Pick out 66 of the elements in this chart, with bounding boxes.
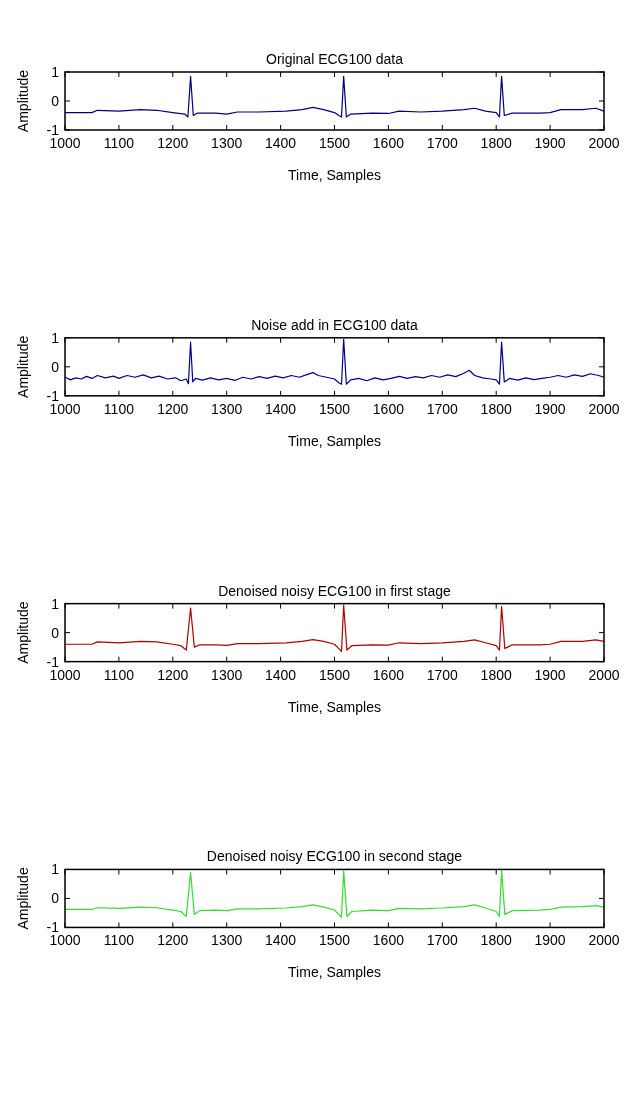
y-axis-title: Amplitude (15, 601, 31, 664)
x-tick-label: 1000 (49, 135, 81, 151)
x-axis-title: Time, Samples (288, 167, 381, 183)
x-tick-label: 1500 (318, 932, 351, 949)
x-tick-label: 1200 (157, 400, 189, 417)
y-tick-label: -1 (46, 122, 60, 138)
x-tick-label: 1300 (211, 666, 243, 683)
x-tick-label: 1900 (534, 666, 566, 683)
x-tick-label: 1600 (372, 135, 405, 151)
x-tick-label: 1900 (534, 932, 566, 949)
line-series (64, 870, 605, 918)
x-tick-label: 2000 (588, 666, 620, 683)
x-tick-label: 1400 (265, 932, 297, 949)
x-tick-label: 1500 (318, 666, 351, 683)
y-tick-label: 0 (51, 624, 60, 641)
y-tick-label: 0 (51, 358, 60, 375)
x-tick-label: 1600 (372, 400, 405, 417)
y-tick-label: 1 (51, 861, 60, 878)
y-tick-label: 0 (51, 93, 60, 109)
x-tick-label: 1200 (157, 135, 189, 151)
x-tick-label: 1800 (480, 400, 512, 417)
x-tick-label: 1600 (372, 932, 405, 949)
line-series (64, 338, 605, 385)
x-tick-label: 1400 (265, 400, 297, 417)
x-tick-label: 1300 (211, 400, 243, 417)
x-tick-label: 1700 (426, 135, 459, 151)
x-tick-label: 1100 (103, 400, 135, 417)
y-tick-label: 0 (51, 890, 60, 907)
x-tick-label: 1700 (426, 666, 459, 683)
chart-title: Noise add in ECG100 data (251, 316, 418, 333)
x-tick-label: 1100 (103, 932, 135, 949)
y-axis-title: Amplitude (15, 335, 31, 398)
x-tick-label: 1300 (211, 135, 243, 151)
x-tick-label: 1200 (157, 932, 189, 949)
x-tick-label: 1900 (534, 135, 566, 151)
chart-title: Denoised noisy ECG100 in first stage (218, 582, 452, 599)
x-tick-label: 1100 (103, 666, 135, 683)
chart-title: Original ECG100 data (266, 51, 404, 67)
x-tick-label: 1900 (534, 400, 566, 417)
x-tick-label: 1700 (426, 932, 459, 949)
x-tick-label: 1400 (265, 666, 297, 683)
y-tick-label: 1 (51, 595, 60, 612)
y-axis-title: Amplitude (15, 69, 31, 133)
y-axis-title: Amplitude (15, 867, 31, 930)
x-tick-label: 1500 (318, 400, 351, 417)
x-tick-label: 1800 (480, 932, 512, 949)
x-axis-title: Time, Samples (288, 964, 381, 981)
x-tick-label: 1700 (426, 400, 459, 417)
x-tick-label: 1200 (157, 666, 189, 683)
x-tick-label: 1600 (372, 666, 405, 683)
x-tick-label: 1500 (318, 135, 351, 151)
x-tick-label: 2000 (588, 135, 620, 151)
y-tick-label: 1 (51, 329, 60, 346)
y-tick-label: 1 (51, 64, 60, 80)
x-tick-label: 1800 (480, 666, 512, 683)
line-series (64, 75, 605, 118)
x-tick-label: 2000 (588, 932, 620, 949)
line-series (64, 604, 605, 653)
x-axis-title: Time, Samples (288, 432, 381, 449)
x-tick-label: 1800 (480, 135, 512, 151)
chart-title: Denoised noisy ECG100 in second stage (206, 848, 463, 865)
x-tick-label: 1400 (265, 135, 297, 151)
x-axis-title: Time, Samples (288, 698, 381, 715)
x-tick-label: 1100 (103, 135, 135, 151)
x-tick-label: 2000 (588, 400, 620, 417)
x-tick-label: 1300 (211, 932, 243, 949)
